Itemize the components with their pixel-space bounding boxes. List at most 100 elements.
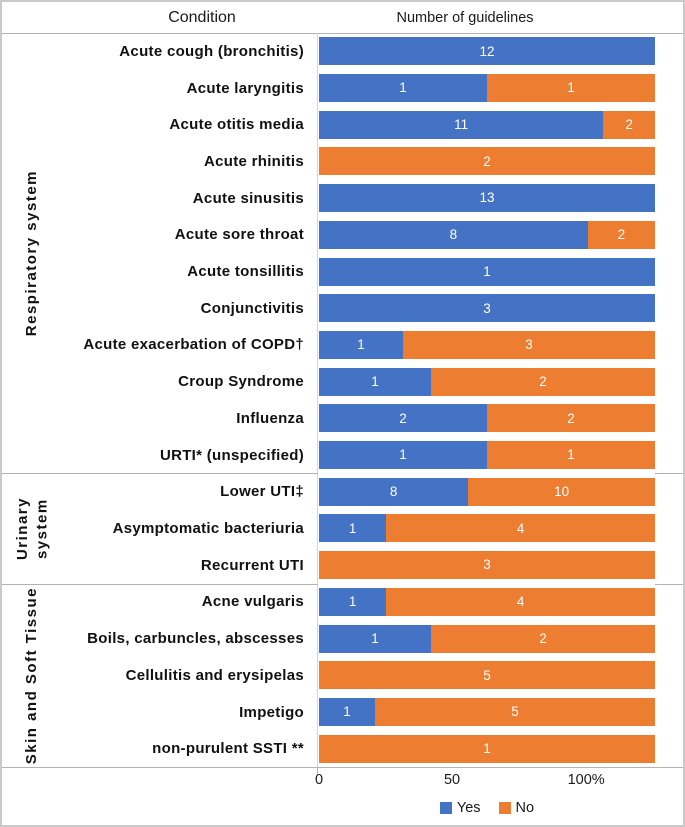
- bar-segment-no: 2: [431, 624, 655, 653]
- chart-row: Influenza 2 2: [2, 400, 683, 437]
- chart-row: Acute rhinitis 2: [2, 143, 683, 180]
- condition-label: Impetigo: [239, 703, 304, 721]
- legend-swatch-no: [498, 802, 511, 814]
- chart-row: Boils, carbuncles, abscesses 1 2: [2, 620, 683, 657]
- bar-segment-yes: 1: [319, 330, 403, 359]
- legend-item-no: No: [498, 800, 535, 816]
- condition-label: Acute otitis media: [169, 116, 304, 134]
- bar-value-label: 3: [483, 300, 491, 316]
- bar-value-label: 1: [399, 80, 407, 96]
- bar-value-label: 2: [483, 153, 491, 169]
- chart-rows-area: Acute cough (bronchitis) 12 Acute laryngit…: [2, 33, 683, 767]
- bar-value-label: 3: [483, 557, 491, 573]
- chart-row: Asymptomatic bacteriuria 1 4: [2, 510, 683, 547]
- bar-value-label: 1: [348, 520, 357, 536]
- bar-value-label: 1: [343, 704, 351, 720]
- section-divider-line: [655, 473, 683, 475]
- bar-segment-yes: 3: [319, 294, 655, 323]
- condition-label: Acute exacerbation of COPD†: [83, 336, 304, 354]
- group-label-text: Skin and Soft Tissue: [23, 586, 41, 764]
- axis-tick-50: 50: [443, 772, 461, 788]
- bar-segment-yes: 1: [319, 74, 487, 103]
- condition-label: URTI* (unspecified): [159, 446, 304, 464]
- bar-value-label: 3: [525, 337, 533, 353]
- condition-label: Recurrent UTI: [200, 556, 304, 574]
- group-label-text: Respiratory system: [23, 170, 41, 337]
- bar-value-label: 1: [567, 80, 575, 96]
- bar-value-label: 8: [389, 484, 398, 500]
- bar-value-label: 10: [554, 484, 570, 500]
- bar-value-label: 2: [399, 410, 407, 426]
- group-label-text: Urinary system: [13, 496, 51, 560]
- bar-value-label: 1: [483, 263, 491, 279]
- condition-label: Acute rhinitis: [203, 152, 304, 170]
- bar-stack: 5: [319, 661, 655, 690]
- bar-segment-yes: 1: [319, 441, 487, 470]
- chart-row: Acute exacerbation of COPD† 1 3: [2, 327, 683, 364]
- chart-row: URTI* (unspecified) 1 1: [2, 437, 683, 474]
- bar-segment-yes: 2: [319, 404, 487, 433]
- bar-stack: 12: [319, 37, 655, 66]
- bar-segment-yes: 11: [319, 110, 604, 139]
- chart-row: Acute sinusitis 13: [2, 180, 683, 217]
- chart-row: Impetigo 1 5: [2, 694, 683, 731]
- bar-value-label: 11: [454, 117, 469, 132]
- condition-label: Boils, carbuncles, abscesses: [87, 630, 304, 648]
- chart-row: Recurrent UTI 3: [2, 547, 683, 584]
- bar-stack: 8 10: [319, 477, 655, 506]
- chart-row: Acne vulgaris 1 4: [2, 584, 683, 621]
- section-divider-line: [655, 583, 683, 585]
- chart-row: Acute otitis media 11 2: [2, 106, 683, 143]
- bar-value-label: 12: [479, 43, 495, 59]
- group-label-urinary-system: Urinary system: [6, 473, 58, 583]
- bar-value-label: 5: [511, 704, 519, 720]
- condition-label: Acute sore throat: [174, 226, 304, 244]
- condition-label: Croup Syndrome: [178, 373, 304, 391]
- condition-label: non-purulent SSTI **: [152, 740, 304, 758]
- bar-value-label: 1: [348, 594, 357, 610]
- bar-segment-yes: 8: [319, 220, 588, 249]
- bar-value-label: 5: [483, 667, 491, 683]
- bar-stack: 1: [319, 257, 655, 286]
- bar-value-label: 2: [539, 373, 547, 389]
- bar-value-label: 1: [567, 447, 575, 463]
- bar-segment-no: 10: [468, 477, 655, 506]
- chart-row: Acute cough (bronchitis) 12: [2, 33, 683, 70]
- bar-segment-no: 2: [319, 147, 655, 176]
- bar-segment-no: 5: [319, 661, 655, 690]
- column-header-condition: Condition: [168, 8, 236, 26]
- bar-stack: 3: [319, 294, 655, 323]
- condition-label: Cellulitis and erysipelas: [125, 666, 304, 684]
- bar-value-label: 1: [371, 373, 379, 389]
- bar-segment-yes: 12: [319, 37, 655, 66]
- y-axis-line: [317, 33, 318, 774]
- bar-segment-yes: 8: [319, 477, 469, 506]
- condition-label: Acne vulgaris: [201, 593, 304, 611]
- legend: Yes No: [319, 800, 655, 816]
- bar-stack: 1: [319, 734, 655, 763]
- legend-label-no: No: [515, 800, 535, 816]
- bar-value-label: 13: [479, 190, 495, 206]
- condition-label: Acute sinusitis: [192, 189, 304, 207]
- bar-segment-no: 1: [487, 441, 655, 470]
- column-header-guidelines: Number of guidelines: [396, 9, 534, 26]
- legend-swatch-yes: [439, 802, 452, 814]
- condition-label: Lower UTI‡: [220, 483, 304, 501]
- axis-tick-0: 0: [314, 772, 324, 788]
- chart-row: Acute laryngitis 1 1: [2, 70, 683, 107]
- condition-label: Acute laryngitis: [186, 79, 304, 97]
- bar-value-label: 1: [483, 740, 491, 756]
- section-divider-line: [2, 583, 318, 585]
- condition-label: Asymptomatic bacteriuria: [112, 519, 304, 537]
- condition-label: Influenza: [236, 409, 304, 427]
- bar-stack: 13: [319, 184, 655, 213]
- bar-segment-no: 2: [587, 220, 655, 249]
